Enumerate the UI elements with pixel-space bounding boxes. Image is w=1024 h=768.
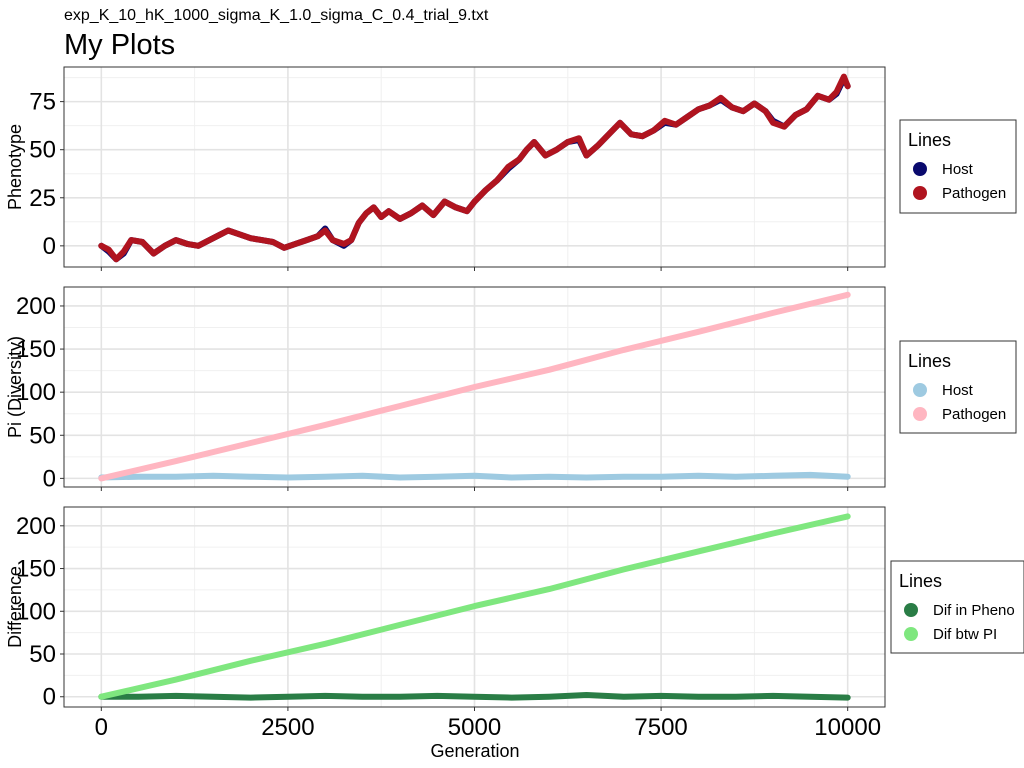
legend-item: Pathogen [942, 185, 1006, 202]
chart-subtitle: exp_K_10_hK_1000_sigma_K_1.0_sigma_C_0.4… [64, 7, 489, 24]
y-tick-label: 50 [29, 137, 56, 164]
legend-title: Lines [899, 571, 942, 591]
y-axis-label: Difference [5, 566, 25, 648]
x-tick-label: 5000 [448, 714, 501, 741]
y-tick-label: 150 [16, 556, 56, 583]
legend: Lines Host Pathogen [899, 119, 1017, 214]
y-tick-label: 100 [16, 379, 56, 406]
x-tick-label: 0 [95, 714, 108, 741]
legend-item: Pathogen [942, 406, 1006, 423]
series-line-pathogen [98, 291, 851, 482]
legend-key [913, 407, 927, 421]
chart-title: My Plots [64, 29, 175, 61]
legend-key [913, 186, 927, 200]
legend-item: Host [942, 382, 974, 399]
legend-item: Dif in Pheno [933, 602, 1015, 619]
y-tick-label: 25 [29, 185, 56, 212]
y-tick-label: 150 [16, 336, 56, 363]
y-tick-label: 100 [16, 598, 56, 625]
panel-3: 0 50 100 150 200 0 2500 5000 7500 10000 Difference… [5, 506, 1024, 741]
legend-title: Lines [908, 130, 951, 150]
x-tick-label: 2500 [261, 714, 314, 741]
y-tick-label: 0 [43, 465, 56, 492]
x-tick-label: 7500 [634, 714, 687, 741]
y-axis-label: Pi (Diversity) [5, 336, 25, 438]
legend-key [913, 162, 927, 176]
series-line-pathogen [98, 73, 851, 263]
legend: Lines Dif in Pheno Dif btw PI [890, 560, 1024, 654]
series-line-dif-btw-pi [98, 513, 851, 700]
legend-item: Dif btw PI [933, 626, 997, 643]
y-tick-label: 200 [16, 293, 56, 320]
x-axis-label: Generation [430, 741, 519, 761]
panel-2: 0 50 100 150 200 Pi (Diversity) Lines Host Patho… [5, 286, 1017, 492]
legend-title: Lines [908, 351, 951, 371]
y-tick-label: 75 [29, 89, 56, 116]
legend-key [904, 627, 918, 641]
legend-key [904, 603, 918, 617]
legend: Lines Host Pathogen [899, 340, 1017, 434]
y-tick-label: 0 [43, 233, 56, 260]
y-tick-label: 50 [29, 641, 56, 668]
legend-item: Host [942, 161, 974, 178]
y-tick-label: 0 [43, 684, 56, 711]
y-tick-label: 50 [29, 422, 56, 449]
series-line-dif-in-pheno [98, 692, 851, 701]
y-tick-label: 200 [16, 513, 56, 540]
series-line-host [98, 471, 851, 481]
y-axis-label: Phenotype [5, 124, 25, 210]
legend-key [913, 383, 927, 397]
x-tick-label: 10000 [814, 714, 881, 741]
